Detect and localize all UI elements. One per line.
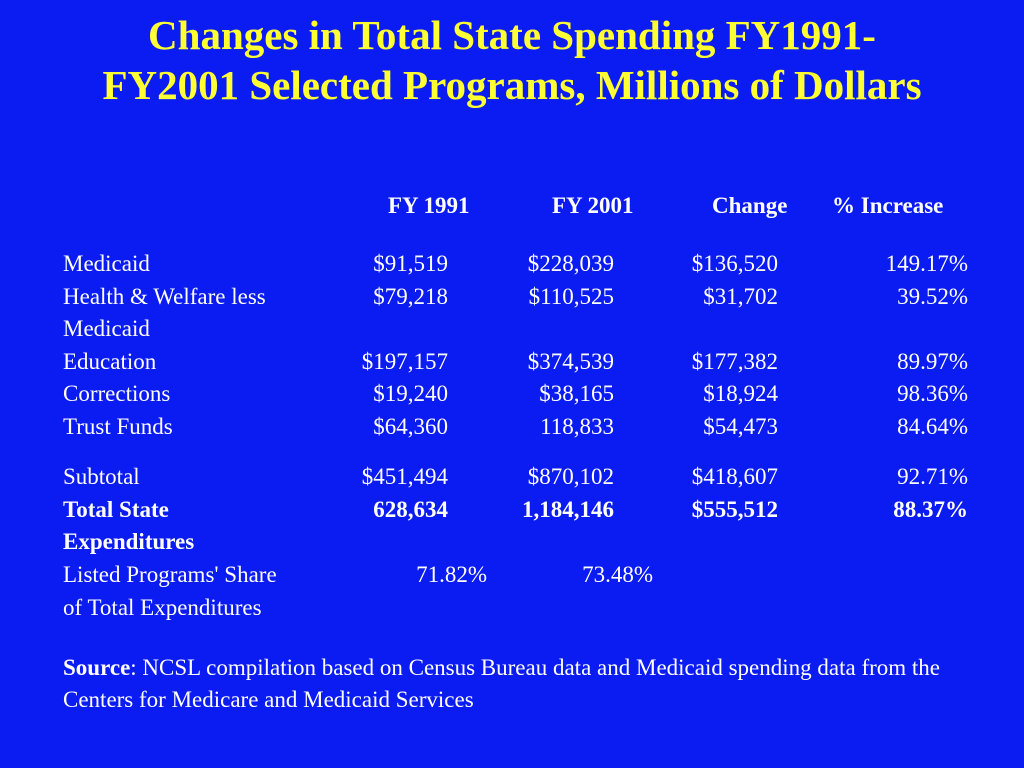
column-header-fy1991: FY 1991	[388, 193, 470, 218]
cell-fy1991: $79,218	[373, 284, 448, 309]
cell-pct-increase: 39.52%	[897, 284, 968, 309]
cell-fy1991: $197,157	[361, 349, 448, 374]
row-label: Medicaid	[63, 251, 150, 276]
cell-change: $18,924	[703, 381, 778, 406]
row-label-continued: of Total Expenditures	[63, 595, 262, 620]
cell-fy2001: $374,539	[527, 349, 614, 374]
cell-change: $177,382	[691, 349, 778, 374]
row-label: Health & Welfare less	[63, 284, 266, 309]
cell-fy2001: 118,833	[540, 414, 614, 439]
cell-fy2001: $38,165	[539, 381, 614, 406]
cell-fy2001: $870,102	[527, 464, 614, 489]
cell-fy1991: $91,519	[373, 251, 448, 276]
cell-change: $31,702	[703, 284, 778, 309]
cell-pct-increase: 92.71%	[897, 464, 968, 489]
row-label: Subtotal	[63, 464, 140, 489]
cell-pct-increase: 149.17%	[885, 251, 968, 276]
row-label: Listed Programs' Share	[63, 562, 277, 587]
row-label: Trust Funds	[63, 414, 173, 439]
row-label: Total State	[63, 497, 169, 522]
slide-title: Changes in Total State Spending FY1991- …	[0, 10, 1024, 110]
cell-fy2001: $110,525	[528, 284, 614, 309]
cell-change: $418,607	[691, 464, 778, 489]
title-line-1: Changes in Total State Spending FY1991-	[148, 12, 876, 58]
cell-pct-increase: 84.64%	[897, 414, 968, 439]
cell-change: $136,520	[691, 251, 778, 276]
cell-fy1991: 71.82%	[416, 562, 487, 587]
title-line-2: FY2001 Selected Programs, Millions of Do…	[102, 62, 922, 108]
column-header-change: Change	[712, 193, 788, 218]
cell-fy1991: $451,494	[361, 464, 448, 489]
cell-fy2001: 1,184,146	[522, 497, 614, 522]
source-label: Source	[63, 655, 131, 680]
row-label: Corrections	[63, 381, 171, 406]
row-label-continued: Expenditures	[63, 529, 195, 554]
source-text: : NCSL compilation based on Census Burea…	[63, 655, 941, 712]
cell-pct-increase: 89.97%	[897, 349, 968, 374]
cell-fy1991: $64,360	[373, 414, 448, 439]
row-label: Education	[63, 349, 157, 374]
column-header-fy2001: FY 2001	[552, 193, 634, 218]
cell-fy1991: $19,240	[373, 381, 448, 406]
cell-pct-increase: 88.37%	[893, 497, 968, 522]
cell-change: $54,473	[703, 414, 778, 439]
cell-change: $555,512	[691, 497, 778, 522]
cell-fy2001: $228,039	[527, 251, 614, 276]
source-note: Source: NCSL compilation based on Census…	[63, 652, 963, 716]
cell-pct-increase: 98.36%	[897, 381, 968, 406]
column-header-pct-increase: % Increase	[832, 193, 944, 218]
cell-fy2001: 73.48%	[582, 562, 653, 587]
row-label-continued: Medicaid	[63, 316, 150, 341]
cell-fy1991: 628,634	[373, 497, 448, 522]
